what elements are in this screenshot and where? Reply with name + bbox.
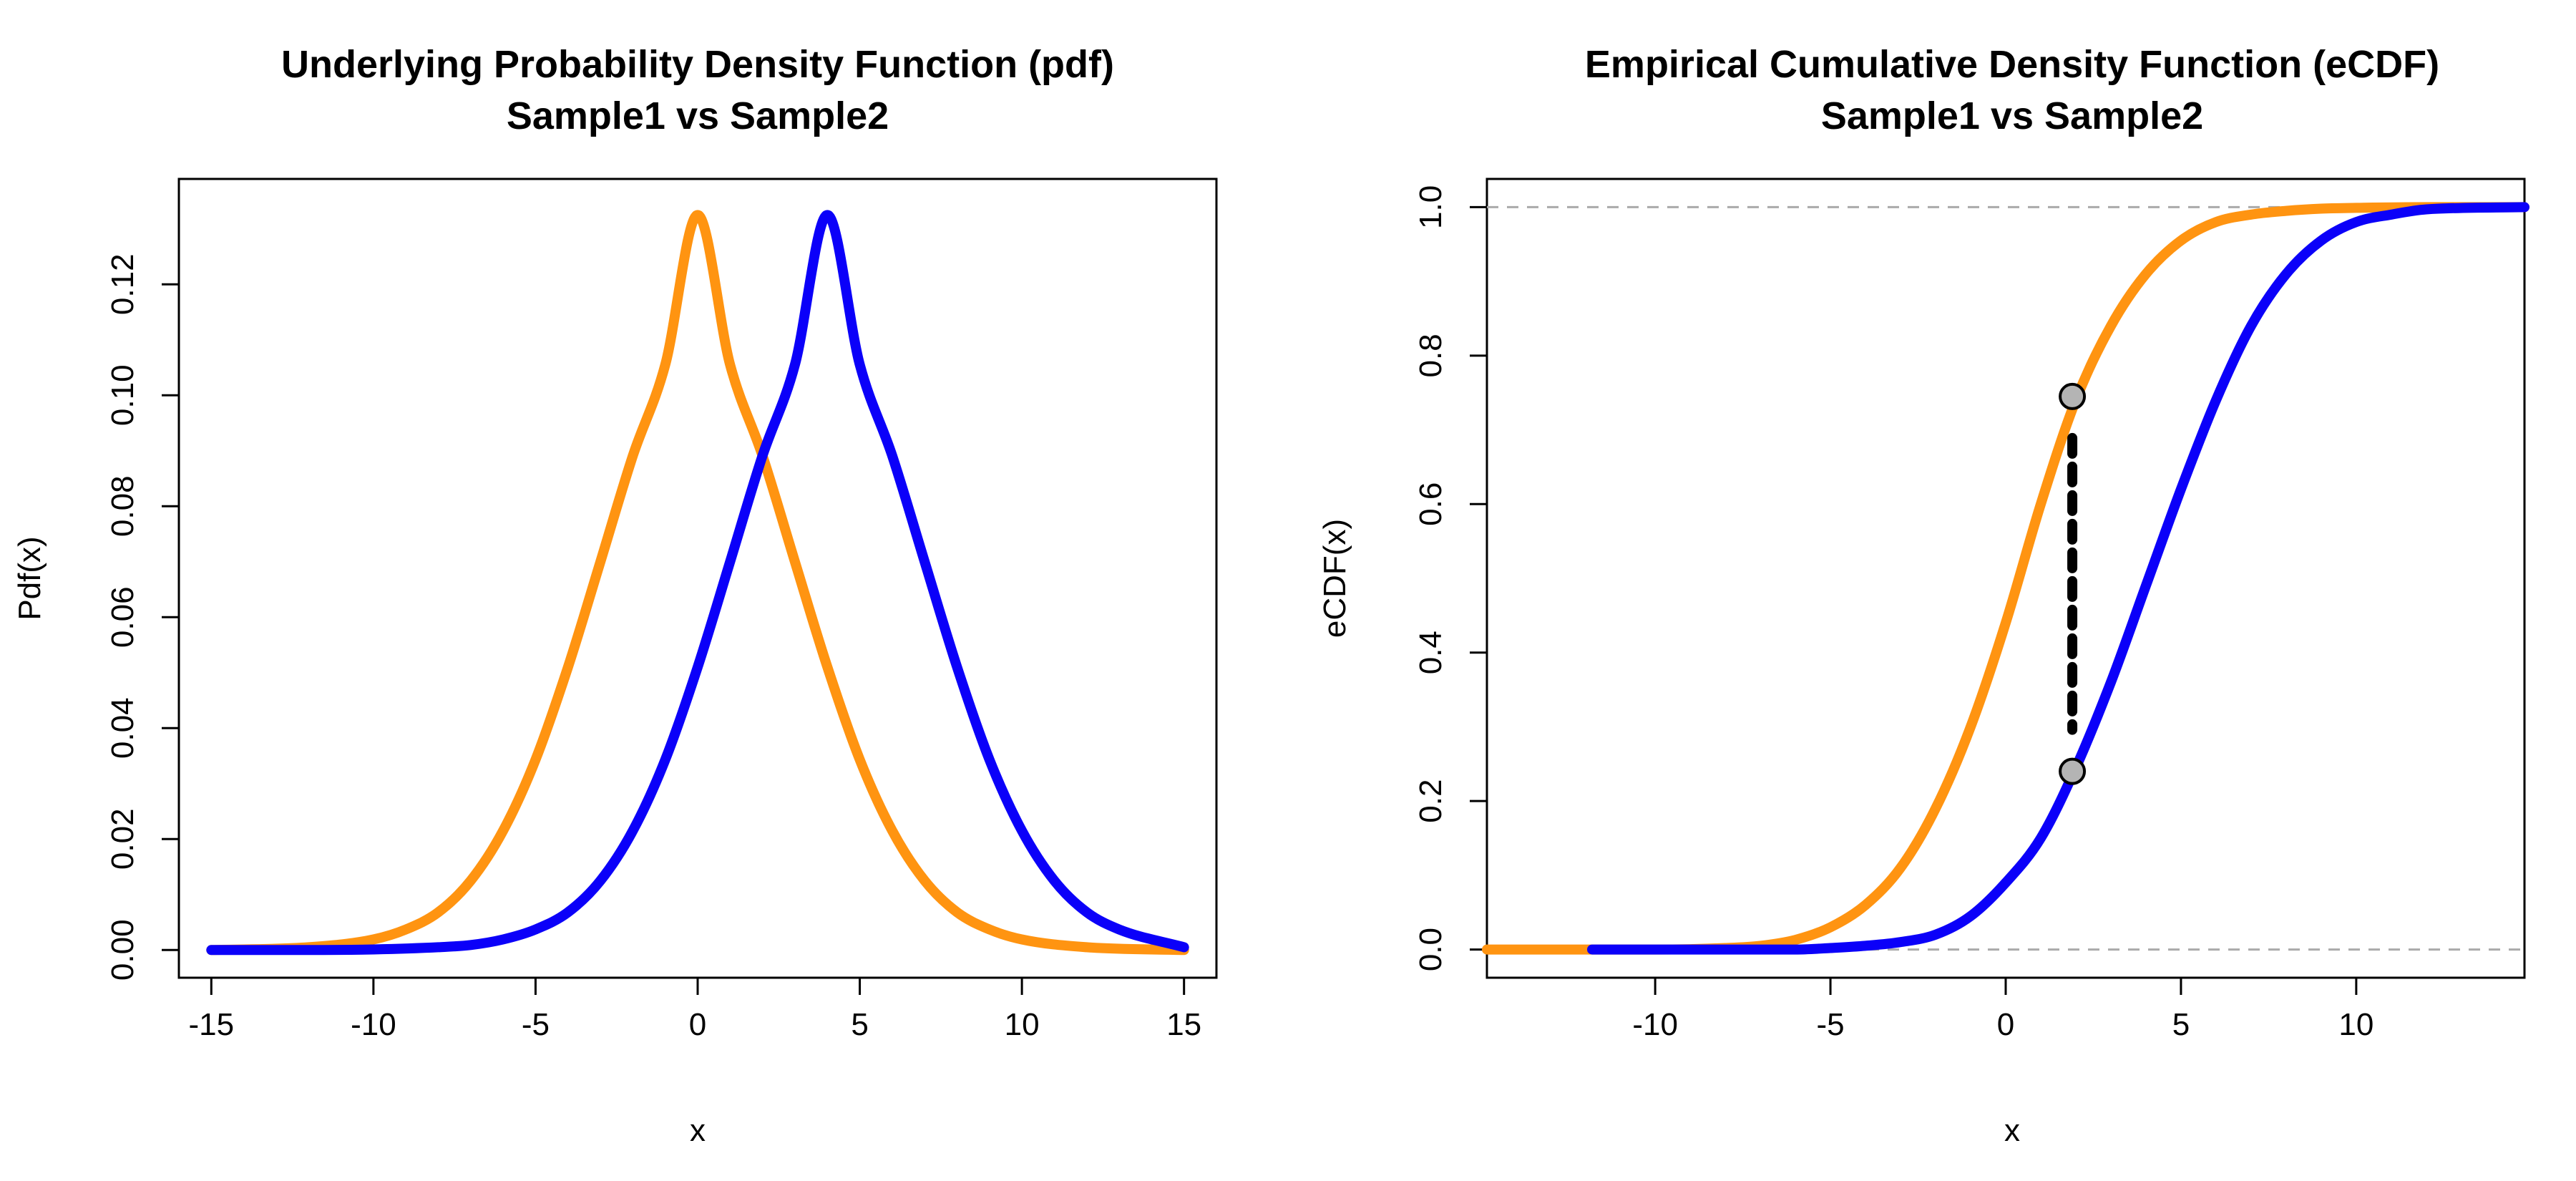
pdf-y-tick-label: 0.02 bbox=[105, 808, 140, 870]
ecdf-series-1-line bbox=[1482, 202, 2529, 955]
ecdf-y-tick-label: 0.4 bbox=[1413, 631, 1448, 674]
ecdf-x-tick-label: -5 bbox=[1817, 1007, 1845, 1042]
ks-upper-point bbox=[2059, 382, 2087, 410]
pdf-y-tick-label: 0.12 bbox=[105, 253, 140, 315]
ecdf-x-tick-label: 10 bbox=[2338, 1007, 2373, 1042]
pdf-x-axis-label: x bbox=[690, 1113, 706, 1148]
ecdf-y-tick-label: 0.2 bbox=[1413, 779, 1448, 823]
pdf-series-2-line bbox=[206, 210, 1189, 956]
ecdf-y-tick-label: 0.8 bbox=[1413, 334, 1448, 377]
pdf-x-tick-label: 10 bbox=[1005, 1007, 1040, 1042]
ecdf-series-2-line bbox=[1587, 202, 2529, 955]
pdf-chart-title: Underlying Probability Density Function … bbox=[281, 43, 1114, 86]
pdf-y-tick-label: 0.06 bbox=[105, 586, 140, 648]
ecdf-y-tick-label: 0.0 bbox=[1413, 928, 1448, 971]
pdf-y-axis-label: Pdf(x) bbox=[12, 536, 47, 620]
ecdf-chart-subtitle: Sample1 vs Sample2 bbox=[1821, 94, 2203, 137]
pdf-plot-frame bbox=[177, 178, 1218, 979]
ecdf-x-tick-label: 0 bbox=[1997, 1007, 2014, 1042]
pdf-x-tick-label: 15 bbox=[1166, 1007, 1201, 1042]
pdf-chart-subtitle: Sample1 vs Sample2 bbox=[507, 94, 889, 137]
pdf-y-tick-label: 0.04 bbox=[105, 697, 140, 759]
pdf-x-tick-label: -5 bbox=[522, 1007, 550, 1042]
pdf-x-tick-label: -15 bbox=[189, 1007, 235, 1042]
pdf-x-tick-label: 0 bbox=[689, 1007, 706, 1042]
ecdf-x-tick-label: 5 bbox=[2172, 1007, 2190, 1042]
ecdf-x-tick-label: -10 bbox=[1632, 1007, 1678, 1042]
pdf-x-tick-label: -10 bbox=[351, 1007, 396, 1042]
ecdf-plot-frame bbox=[1485, 178, 2526, 979]
ecdf-chart-title: Empirical Cumulative Density Function (e… bbox=[1585, 43, 2439, 86]
pdf-series-1-line bbox=[206, 210, 1189, 956]
pdf-y-tick-label: 0.08 bbox=[105, 475, 140, 537]
pdf-y-tick-label: 0.00 bbox=[105, 919, 140, 981]
ecdf-y-tick-label: 1.0 bbox=[1413, 185, 1448, 229]
ecdf-x-axis-label: x bbox=[2004, 1113, 2020, 1148]
ecdf-y-axis-label: eCDF(x) bbox=[1317, 519, 1352, 638]
ecdf-panel: Empirical Cumulative Density Function (e… bbox=[1317, 43, 2529, 1148]
pdf-y-tick-label: 0.10 bbox=[105, 364, 140, 426]
ks-lower-point bbox=[2059, 757, 2087, 785]
pdf-x-tick-label: 5 bbox=[851, 1007, 868, 1042]
ecdf-y-tick-label: 0.6 bbox=[1413, 482, 1448, 526]
pdf-panel: Underlying Probability Density Function … bbox=[12, 43, 1218, 1148]
